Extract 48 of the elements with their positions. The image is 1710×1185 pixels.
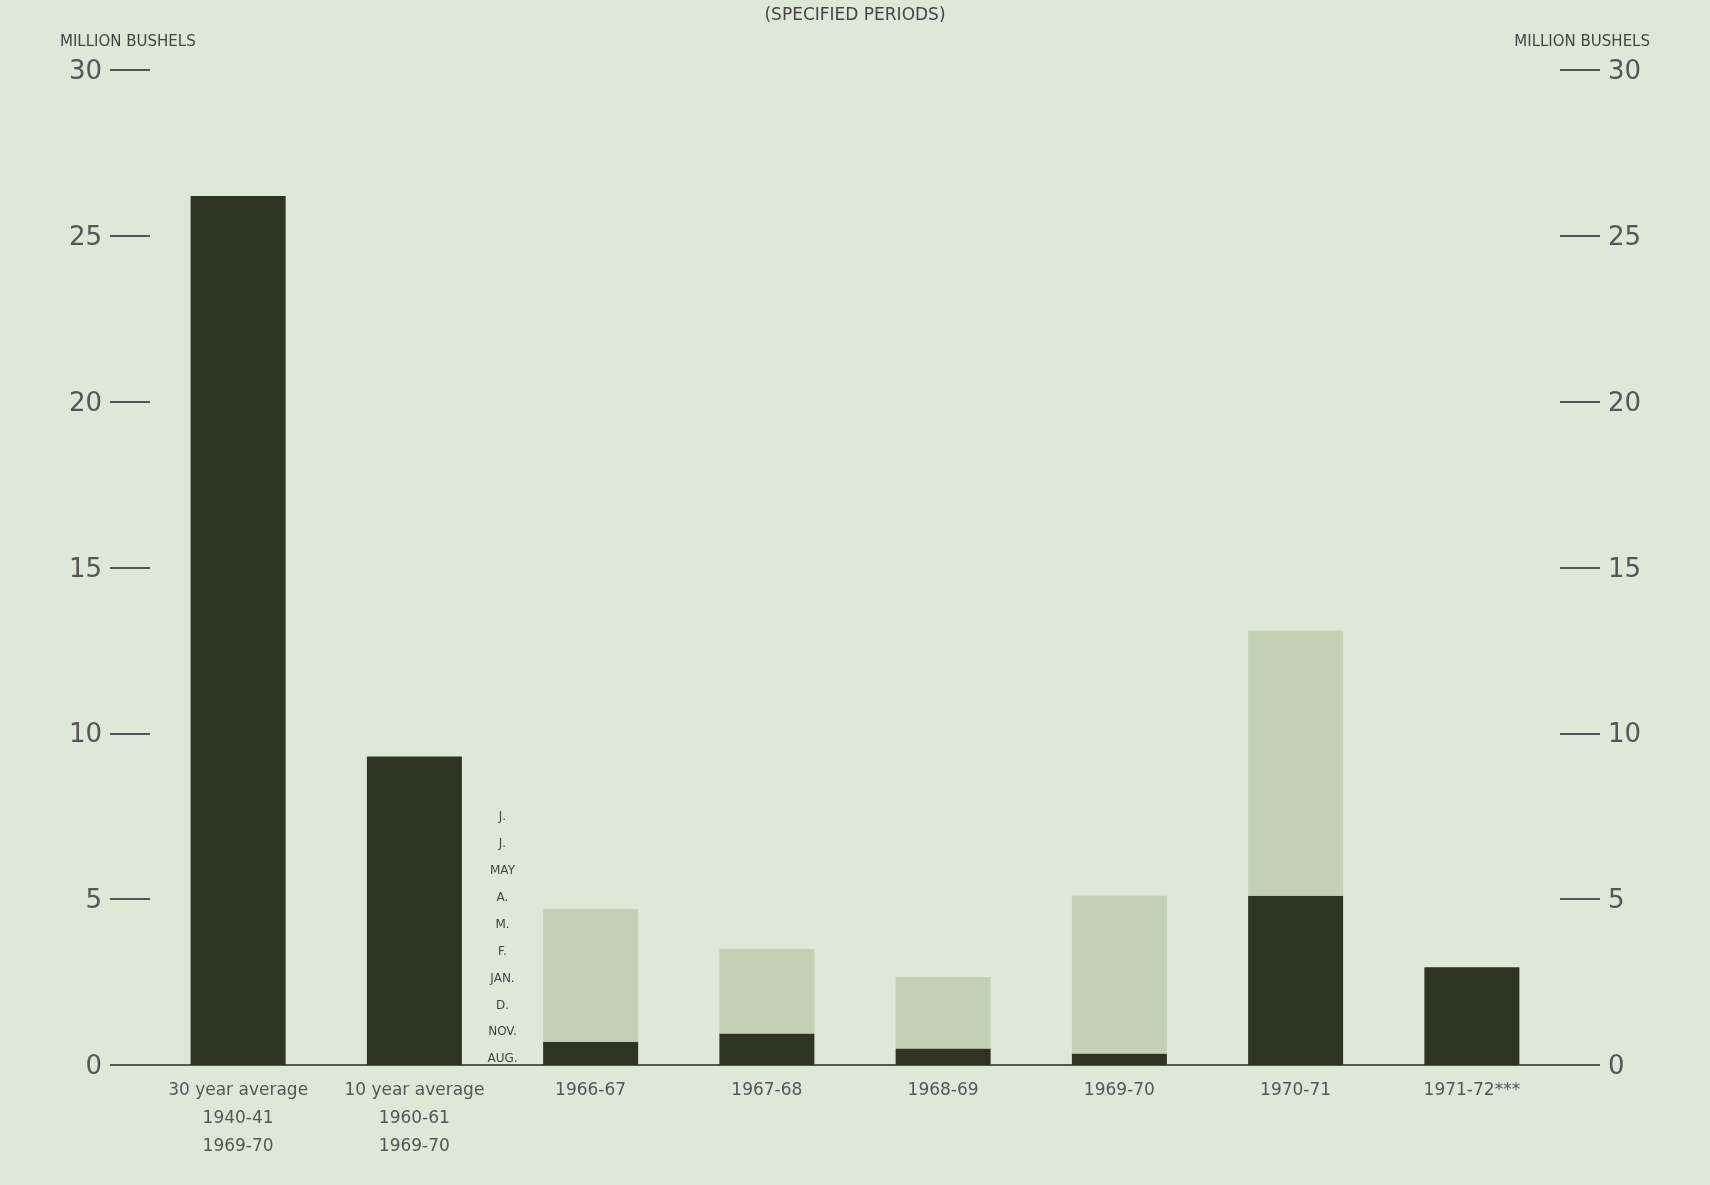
bar <box>366 756 462 1065</box>
y2-tick-label: 5 <box>1608 884 1625 915</box>
bar <box>1071 895 1167 1054</box>
x-tick-label: 1970-71 <box>1260 1079 1332 1099</box>
annotation: MAY <box>490 863 516 878</box>
x-tick-label: 1967-68 <box>731 1079 803 1099</box>
bar <box>1424 967 1520 1065</box>
chart-title: (SPECIFIED PERIODS) <box>764 3 946 24</box>
annotation: JAN. <box>489 970 515 985</box>
annotation: AUG. <box>487 1051 518 1066</box>
y-tick-label: 30 <box>68 55 102 85</box>
y-tick-label: 15 <box>68 552 102 583</box>
y2-tick-label: 30 <box>1608 55 1642 85</box>
bar <box>1248 630 1344 896</box>
annotation: M. <box>495 916 510 931</box>
x-tick-label: 30 year average 1940-41 1969-70 <box>168 1079 309 1155</box>
y-tick-label: 20 <box>68 386 102 417</box>
y2-axis-title: MILLION BUSHELS <box>1514 31 1650 50</box>
bar <box>1071 1053 1167 1065</box>
y2-tick-label: 25 <box>1608 220 1642 251</box>
bar <box>895 1048 991 1065</box>
x-tick-label: 10 year average 1960-61 1969-70 <box>344 1079 485 1155</box>
y-tick-label: 10 <box>68 718 102 749</box>
x-tick-label: 1969-70 <box>1083 1079 1155 1099</box>
y2-tick-label: 20 <box>1608 386 1642 417</box>
y2-tick-label: 10 <box>1608 718 1642 749</box>
annotation: NOV. <box>488 1024 517 1039</box>
bar <box>895 977 991 1049</box>
bar <box>1248 895 1344 1065</box>
bar <box>719 1033 815 1065</box>
y-tick-label: 5 <box>85 884 102 915</box>
y-tick-label: 25 <box>68 220 102 251</box>
y2-tick-label: 0 <box>1608 1050 1625 1080</box>
annotation: F. <box>498 943 507 958</box>
annotation: D. <box>495 997 510 1012</box>
x-tick-label: 1968-69 <box>907 1079 979 1099</box>
bar <box>543 909 639 1042</box>
y-axis-title: MILLION BUSHELS <box>60 31 196 50</box>
annotation: J. <box>497 836 507 851</box>
bar <box>543 1041 639 1065</box>
y2-tick-label: 15 <box>1608 552 1642 583</box>
annotation: A. <box>496 889 509 904</box>
x-tick-label: 1966-67 <box>555 1079 627 1099</box>
bar <box>719 948 815 1034</box>
bar <box>190 196 286 1065</box>
x-tick-label: 1971-72*** <box>1423 1079 1521 1099</box>
y-tick-label: 0 <box>85 1050 102 1080</box>
annotation: J. <box>497 809 507 824</box>
